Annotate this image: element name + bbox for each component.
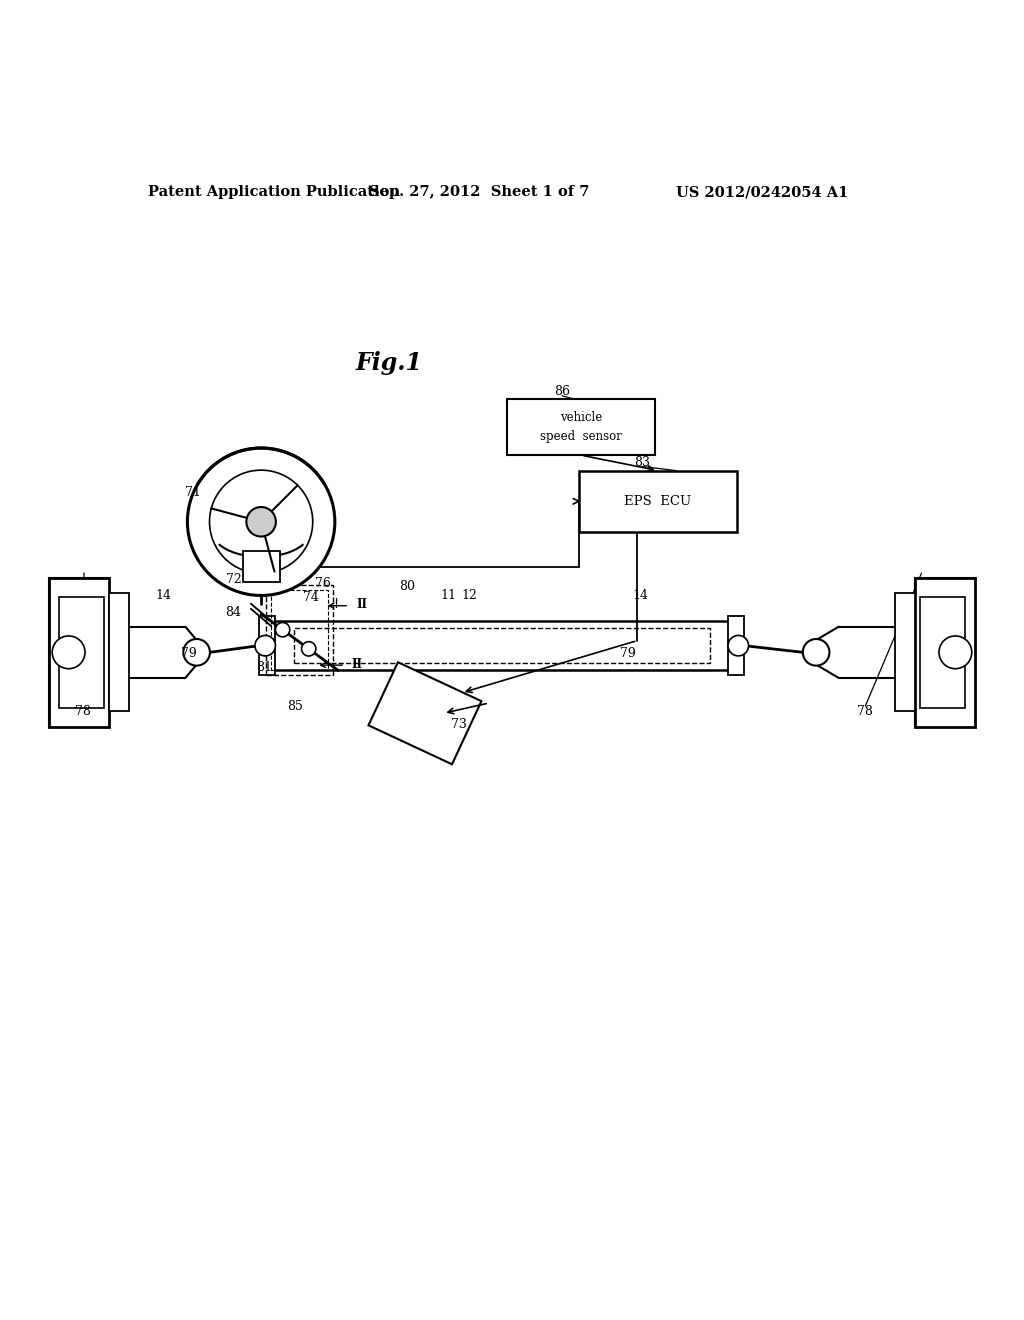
Bar [49, 578, 109, 726]
Text: Patent Application Publication: Patent Application Publication [148, 185, 400, 199]
Text: 76: 76 [314, 577, 331, 590]
Text: 79: 79 [620, 647, 636, 660]
Text: 78: 78 [857, 705, 873, 718]
Bar [728, 616, 744, 676]
Text: 14: 14 [156, 589, 172, 602]
Text: 80: 80 [399, 579, 416, 593]
Polygon shape [369, 663, 481, 764]
Text: 73: 73 [451, 718, 467, 731]
Text: 85: 85 [287, 700, 303, 713]
Bar [271, 622, 732, 671]
Bar [259, 616, 275, 676]
Bar [59, 597, 104, 708]
Text: US 2012/0242054 A1: US 2012/0242054 A1 [676, 185, 848, 199]
Text: II: II [356, 598, 367, 611]
Bar [915, 578, 975, 726]
Circle shape [939, 636, 972, 669]
Text: EPS  ECU: EPS ECU [625, 495, 691, 508]
Circle shape [255, 635, 275, 656]
Text: 71: 71 [184, 486, 201, 499]
Bar [920, 597, 965, 708]
Text: 78: 78 [75, 705, 91, 718]
Bar [895, 594, 915, 711]
Circle shape [728, 635, 749, 656]
Circle shape [187, 447, 335, 595]
Circle shape [183, 639, 210, 665]
Bar [266, 585, 333, 676]
Text: 72: 72 [225, 573, 242, 586]
Text: vehicle: vehicle [560, 412, 602, 424]
Text: 79: 79 [180, 647, 197, 660]
Bar [507, 399, 655, 455]
Bar [294, 628, 710, 663]
Text: speed  sensor: speed sensor [541, 430, 622, 442]
Text: II: II [352, 657, 362, 671]
Bar [49, 578, 109, 726]
Circle shape [52, 636, 85, 669]
Text: 84: 84 [225, 606, 242, 619]
Text: 83: 83 [634, 455, 650, 469]
Bar [915, 578, 975, 726]
Text: 81: 81 [256, 661, 272, 673]
Text: 14: 14 [632, 589, 648, 602]
Circle shape [275, 623, 290, 636]
Circle shape [247, 507, 275, 536]
Bar [243, 552, 280, 582]
Text: Fig.1: Fig.1 [355, 351, 423, 375]
Text: 12: 12 [461, 589, 477, 602]
Bar [271, 590, 328, 671]
Text: 86: 86 [554, 385, 570, 399]
Text: Sep. 27, 2012  Sheet 1 of 7: Sep. 27, 2012 Sheet 1 of 7 [369, 185, 589, 199]
Bar [579, 470, 737, 532]
Text: 11: 11 [440, 589, 457, 602]
Circle shape [301, 642, 315, 656]
Text: 74: 74 [303, 591, 319, 605]
Circle shape [803, 639, 829, 665]
Bar [109, 594, 129, 711]
